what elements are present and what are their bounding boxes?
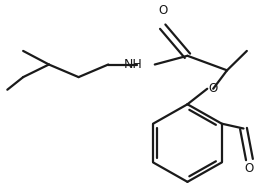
- Text: O: O: [245, 163, 254, 176]
- Text: NH: NH: [124, 58, 143, 71]
- Text: O: O: [158, 4, 167, 17]
- Text: O: O: [208, 82, 217, 95]
